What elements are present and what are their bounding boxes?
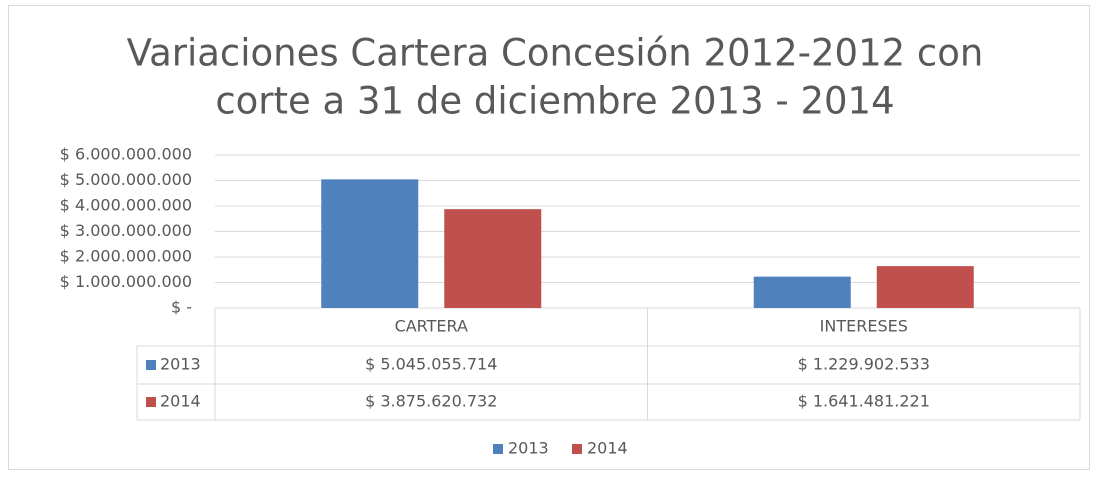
y-tick-label: $ 3.000.000.000 [60,221,192,240]
table-value: $ 5.045.055.714 [365,355,497,374]
table-value: $ 3.875.620.732 [365,392,497,411]
y-tick-label: $ 1.000.000.000 [60,272,192,291]
table-series-name: 2013 [160,355,201,374]
category-label: INTERESES [820,317,908,336]
bar [444,209,542,308]
chart-title: corte a 31 de diciembre 2013 - 2014 [215,80,894,123]
category-label: CARTERA [395,317,468,336]
legend-key [493,444,503,454]
legend-key [572,444,582,454]
legend-label: 2014 [587,439,628,458]
table-legend-key [146,397,156,407]
chart-title: Variaciones Cartera Concesión 2012-2012 … [127,32,984,75]
table-series-name: 2014 [160,392,201,411]
y-tick-label: $ 5.000.000.000 [60,170,192,189]
bar [753,276,851,308]
chart-border [8,5,1090,470]
table-value: $ 1.641.481.221 [798,392,930,411]
table-legend-key [146,360,156,370]
bar [876,266,974,308]
bar [321,179,419,308]
y-tick-label: $ 2.000.000.000 [60,247,192,266]
legend-label: 2013 [508,439,549,458]
y-tick-label: $ - [171,298,192,317]
y-tick-label: $ 6.000.000.000 [60,145,192,164]
y-tick-label: $ 4.000.000.000 [60,196,192,215]
table-value: $ 1.229.902.533 [798,355,930,374]
